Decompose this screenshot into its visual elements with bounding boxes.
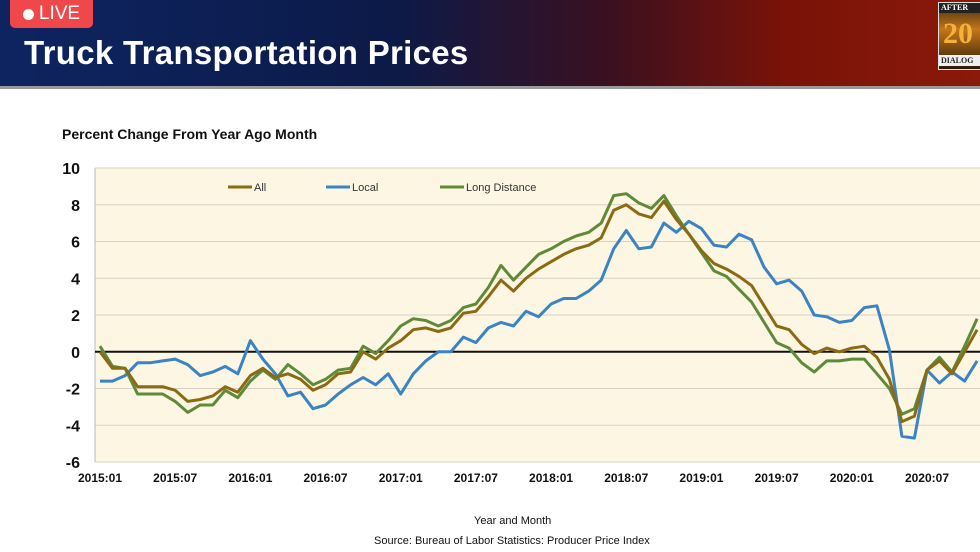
- legend-label-series-all: All: [254, 182, 266, 194]
- series-local-line: [100, 219, 979, 440]
- live-label: LIVE: [38, 3, 81, 24]
- y-tick-label: 4: [71, 271, 80, 288]
- x-tick-label: 2017:01: [379, 471, 423, 485]
- live-dot-icon: [22, 8, 34, 20]
- live-badge: LIVE: [10, 0, 93, 28]
- x-tick-label: 2020:01: [830, 471, 874, 485]
- y-tick-label: 8: [71, 198, 80, 215]
- x-tick-label: 2017:07: [454, 471, 498, 485]
- x-tick-label: 2019:07: [755, 471, 799, 485]
- legend-label-series-local: Local: [352, 182, 378, 194]
- slide-title: Truck Transportation Prices: [24, 34, 469, 71]
- x-tick-label: 2018:01: [529, 471, 573, 485]
- x-tick-label: 2019:01: [679, 471, 723, 485]
- x-tick-label: 2018:07: [604, 471, 648, 485]
- x-tick-label: 2016:07: [304, 471, 348, 485]
- legend-label-series-long-distance: Long Distance: [466, 182, 536, 194]
- chart-title: Percent Change From Year Ago Month: [62, 126, 318, 142]
- y-tick-label: -6: [66, 455, 80, 472]
- x-axis-label: Year and Month: [474, 515, 552, 527]
- x-tick-label: 2015:01: [78, 471, 122, 485]
- y-tick-label: -4: [66, 418, 80, 435]
- series-long-distance-line: [98, 192, 979, 416]
- logo-text-mid: 20: [943, 17, 973, 50]
- logo: AFTER 20 DIALOG: [938, 2, 980, 70]
- logo-text-bottom: DIALOG: [939, 55, 980, 66]
- series-all-line: [98, 199, 979, 424]
- slide-header: Truck Transportation Prices AFTER 20 DIA…: [0, 0, 980, 89]
- x-tick-label: 2015:07: [153, 471, 197, 485]
- logo-text-top: AFTER: [939, 3, 980, 13]
- y-tick-label: -2: [66, 382, 80, 399]
- y-tick-label: 10: [62, 161, 80, 178]
- y-tick-label: 6: [71, 235, 80, 252]
- y-tick-label: 2: [71, 308, 80, 325]
- source-note: Source: Bureau of Labor Statistics: Prod…: [374, 535, 650, 547]
- x-tick-label: 2016:01: [228, 471, 272, 485]
- x-tick-label: 2020:07: [905, 471, 949, 485]
- y-tick-label: 0: [71, 345, 80, 362]
